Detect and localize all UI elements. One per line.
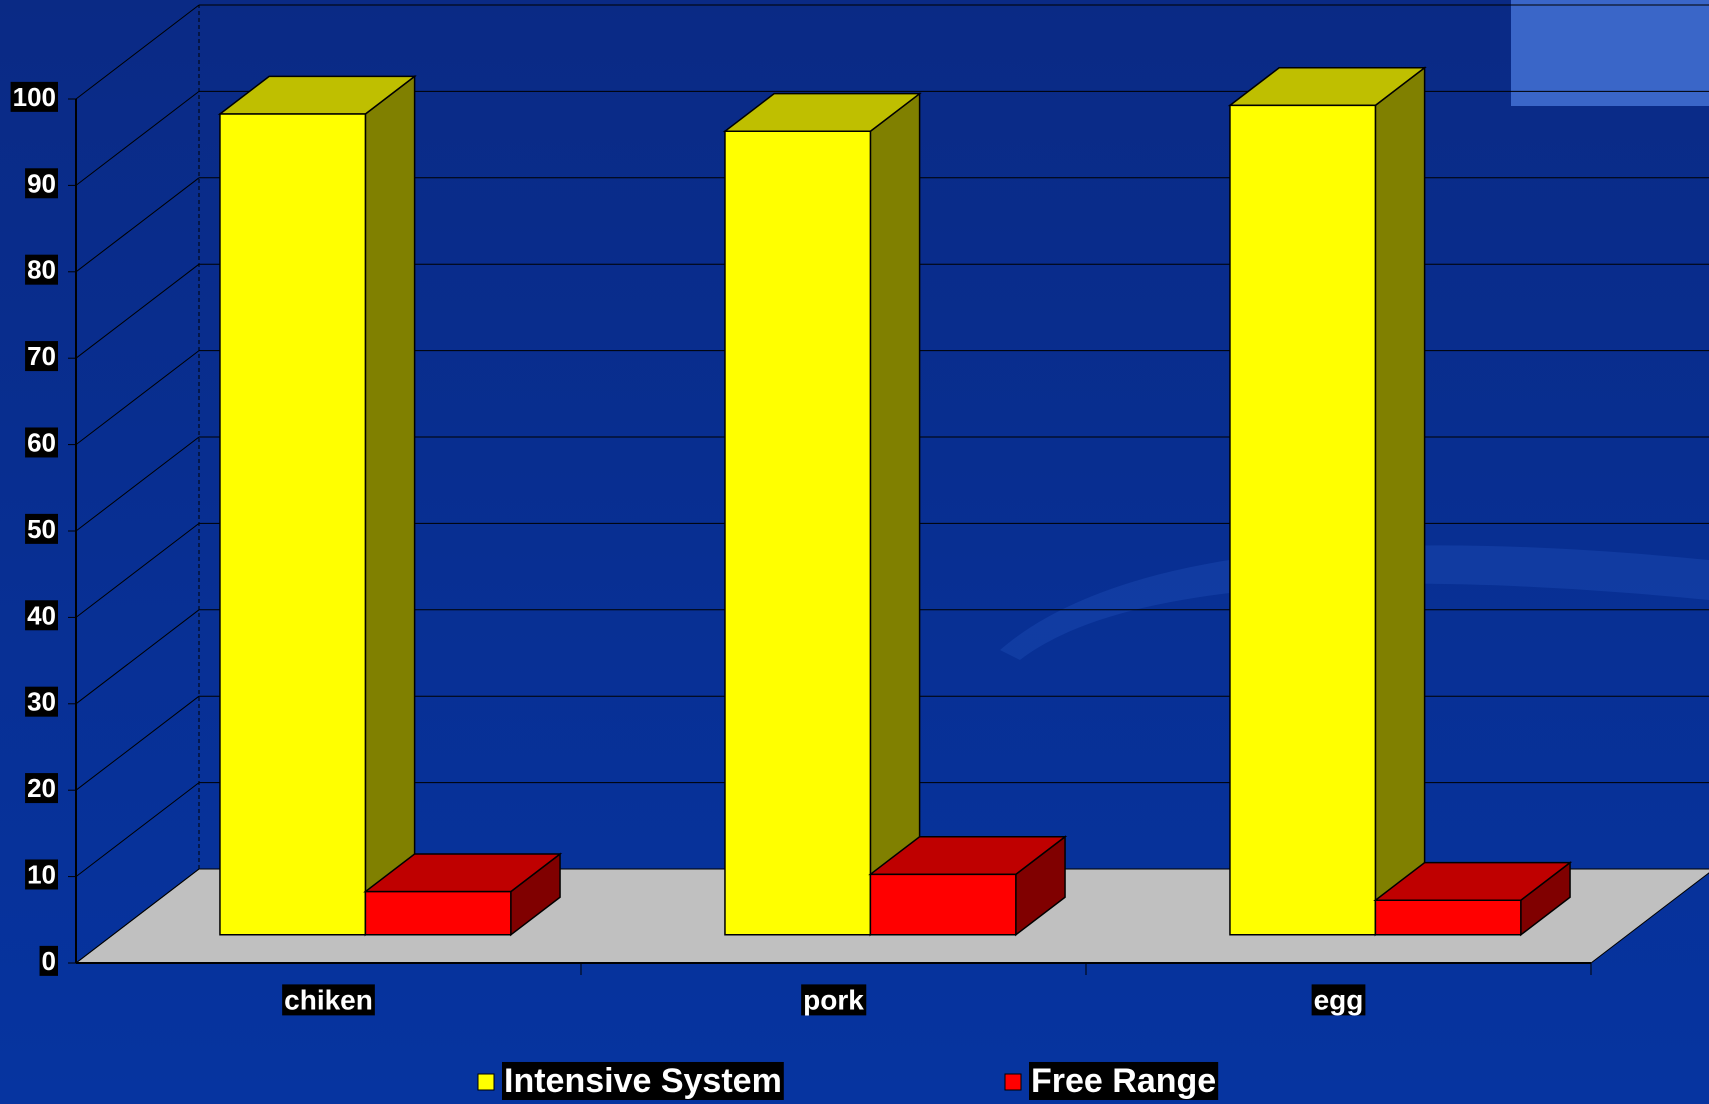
tick-label: 80 [27, 255, 56, 285]
tick-label: 30 [27, 687, 56, 717]
bar-side [869, 92, 921, 937]
tick-label: 90 [27, 168, 56, 198]
label-background [1311, 984, 1366, 1016]
grid-line [75, 350, 200, 445]
grid-line [75, 263, 200, 359]
label-background [25, 859, 58, 890]
bar-front [364, 890, 512, 936]
bar-front [219, 113, 367, 936]
tick-label: 60 [27, 427, 56, 457]
bar [217, 74, 417, 937]
bar-side [1374, 66, 1426, 937]
label-background [25, 341, 58, 372]
label-background [502, 1061, 784, 1100]
tick-label: chiken [284, 984, 373, 1015]
bar-front [1374, 899, 1522, 936]
tick-label: Free Range [1031, 1062, 1216, 1100]
label-background [25, 254, 58, 285]
tick-label: 0 [42, 946, 56, 976]
grid-line [75, 523, 200, 618]
legend-swatch [1004, 1073, 1022, 1091]
tick-label: 40 [27, 600, 56, 630]
bar-front [869, 873, 1017, 936]
bar [868, 835, 1068, 937]
tick-label: pork [803, 984, 864, 1015]
bar [1227, 66, 1427, 937]
bar [1373, 861, 1573, 937]
bar-side [364, 74, 416, 937]
label-background [25, 168, 58, 199]
grid-line [75, 4, 200, 100]
grid-line [75, 91, 200, 186]
label-background [282, 984, 375, 1016]
tick-label: 100 [13, 82, 56, 112]
label-background [801, 984, 867, 1016]
tick-label: egg [1314, 984, 1364, 1015]
grid-line [75, 782, 200, 877]
label-background [25, 686, 58, 717]
grid-line [75, 868, 200, 964]
bar [722, 92, 922, 937]
grid-line [75, 177, 200, 273]
label-background [39, 945, 58, 976]
label-background [25, 513, 58, 544]
corner-picture [1511, 0, 1709, 106]
tick-label: Intensive System [504, 1062, 782, 1100]
grid-line [75, 436, 200, 532]
legend-swatch [477, 1073, 495, 1091]
label-background [10, 81, 58, 112]
grid-line [75, 695, 200, 791]
bar-front [1229, 104, 1377, 936]
tick-label: 10 [27, 859, 56, 889]
label-background [1029, 1061, 1219, 1100]
grid-line [75, 609, 200, 705]
tick-label: 50 [27, 514, 56, 544]
label-background [25, 427, 58, 458]
label-background [25, 600, 58, 631]
tick-label: 20 [27, 773, 56, 803]
decoration [1000, 545, 1709, 660]
bar [363, 852, 563, 937]
label-background [25, 773, 58, 804]
bar-front [724, 130, 872, 936]
tick-label: 70 [27, 341, 56, 371]
